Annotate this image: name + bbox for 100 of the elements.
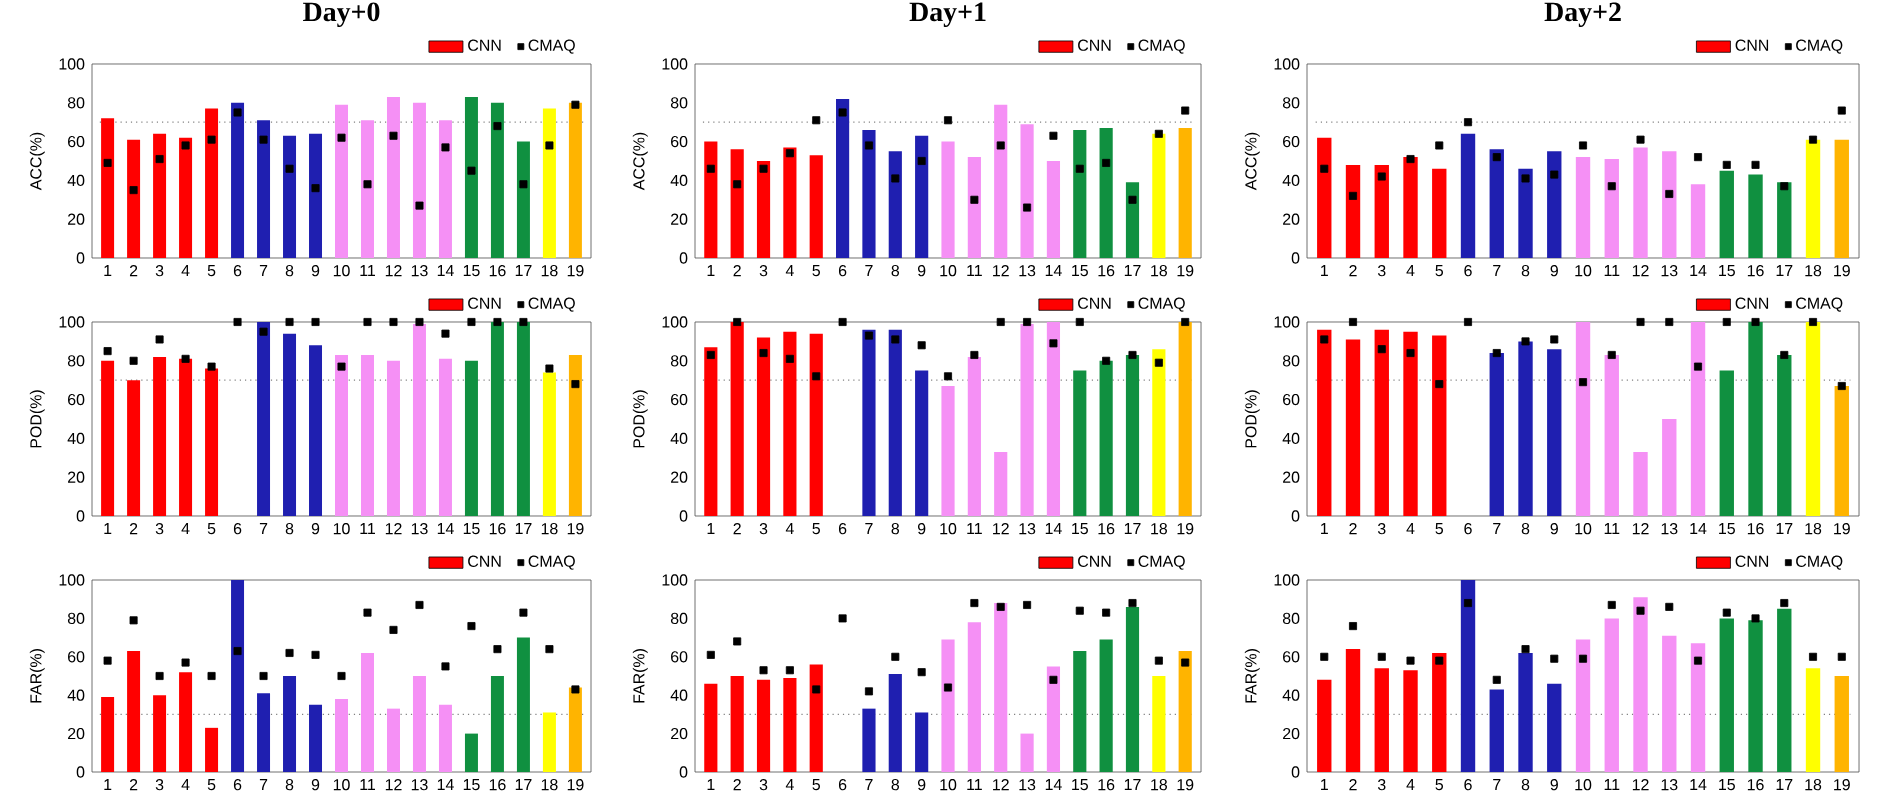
x-tick-label: 6 xyxy=(1464,265,1472,277)
x-tick-label: 10 xyxy=(940,523,957,535)
x-tick-label: 2 xyxy=(1349,523,1357,535)
bar xyxy=(756,160,771,258)
x-tick-label: 18 xyxy=(541,779,558,791)
x-tick-label: 2 xyxy=(733,265,741,277)
point xyxy=(545,364,554,373)
bar xyxy=(1633,147,1648,258)
x-tick-label: 15 xyxy=(1719,779,1735,791)
x-tick-label: 2 xyxy=(129,779,138,791)
bar xyxy=(309,345,323,516)
point xyxy=(441,143,450,152)
x-tick-label: 14 xyxy=(1690,265,1707,276)
point xyxy=(493,645,502,654)
bar xyxy=(1805,139,1821,258)
bar xyxy=(1690,322,1706,516)
point xyxy=(207,672,216,680)
y-tick-label: 60 xyxy=(671,651,688,663)
point xyxy=(1128,599,1137,608)
y-axis-title: ACC(%) xyxy=(29,132,45,191)
point xyxy=(363,180,372,189)
y-tick-label: 20 xyxy=(68,471,85,483)
x-tick-label: 11 xyxy=(967,265,982,276)
bar xyxy=(101,360,115,516)
point xyxy=(970,195,979,204)
x-tick-label: 17 xyxy=(1776,779,1793,791)
point xyxy=(259,672,268,680)
x-tick-label: 7 xyxy=(259,265,268,276)
bar xyxy=(1073,651,1087,772)
point xyxy=(207,135,216,144)
x-tick-label: 4 xyxy=(785,265,794,276)
x-tick-label: 10 xyxy=(1575,265,1592,277)
x-tick-label: 15 xyxy=(463,779,480,791)
point xyxy=(415,318,424,326)
x-tick-label: 10 xyxy=(1575,523,1592,535)
y-tick-label: 20 xyxy=(1283,727,1300,740)
bar xyxy=(257,322,271,516)
x-tick-label: 13 xyxy=(411,265,428,277)
point xyxy=(311,318,320,326)
bar xyxy=(862,708,876,772)
x-tick-label: 10 xyxy=(333,523,350,535)
point xyxy=(944,683,953,692)
x-tick-label: 3 xyxy=(1377,523,1386,535)
point xyxy=(1377,172,1386,181)
x-tick-label: 5 xyxy=(207,265,216,277)
legend-label: CMAQ xyxy=(1138,39,1185,54)
point xyxy=(891,652,900,661)
point xyxy=(1349,191,1358,200)
point xyxy=(441,329,450,338)
x-tick-label: 13 xyxy=(411,523,428,535)
bar xyxy=(335,104,348,258)
point xyxy=(519,608,528,617)
point xyxy=(785,354,794,363)
bar xyxy=(464,733,478,772)
x-tick-label: 19 xyxy=(567,265,584,277)
point xyxy=(706,164,715,173)
x-tick-label: 13 xyxy=(1019,265,1036,277)
y-tick-label: 80 xyxy=(67,612,85,625)
point xyxy=(759,164,768,173)
bar xyxy=(967,157,981,258)
point xyxy=(1181,318,1190,326)
y-axis-title: POD(%) xyxy=(29,390,45,448)
x-tick-label: 7 xyxy=(1493,265,1501,276)
point xyxy=(1607,600,1616,609)
point xyxy=(1320,335,1329,344)
x-tick-label: 16 xyxy=(1098,523,1115,535)
point xyxy=(129,356,138,365)
x-tick-label: 15 xyxy=(463,523,480,535)
bar xyxy=(1317,137,1332,258)
y-tick-label: 20 xyxy=(671,213,688,225)
x-tick-label: 12 xyxy=(385,779,402,791)
bar xyxy=(1020,323,1034,516)
x-tick-label: 11 xyxy=(360,523,375,534)
bar xyxy=(1518,652,1533,772)
point xyxy=(285,648,294,657)
point xyxy=(233,108,242,117)
x-tick-label: 9 xyxy=(311,779,320,791)
x-tick-label: 3 xyxy=(155,779,164,791)
y-tick-label: 40 xyxy=(1282,174,1300,187)
point xyxy=(155,335,164,344)
bar xyxy=(153,133,167,258)
bar xyxy=(1748,322,1763,516)
point xyxy=(1694,153,1703,162)
point xyxy=(1780,350,1789,359)
point xyxy=(1181,658,1190,667)
x-tick-label: 14 xyxy=(1690,779,1707,791)
point xyxy=(519,318,528,326)
point xyxy=(1665,318,1674,326)
y-tick-label: 80 xyxy=(670,355,688,367)
bar xyxy=(568,687,582,772)
y-tick-label: 0 xyxy=(76,252,85,264)
point xyxy=(1665,189,1674,198)
y-tick-label: 40 xyxy=(1282,689,1300,701)
point xyxy=(571,380,580,389)
x-tick-label: 9 xyxy=(917,779,926,791)
x-tick-label: 3 xyxy=(1377,779,1386,791)
y-tick-label: 40 xyxy=(67,689,85,701)
bar xyxy=(1518,168,1533,258)
bar xyxy=(994,451,1008,516)
point xyxy=(1809,652,1818,661)
